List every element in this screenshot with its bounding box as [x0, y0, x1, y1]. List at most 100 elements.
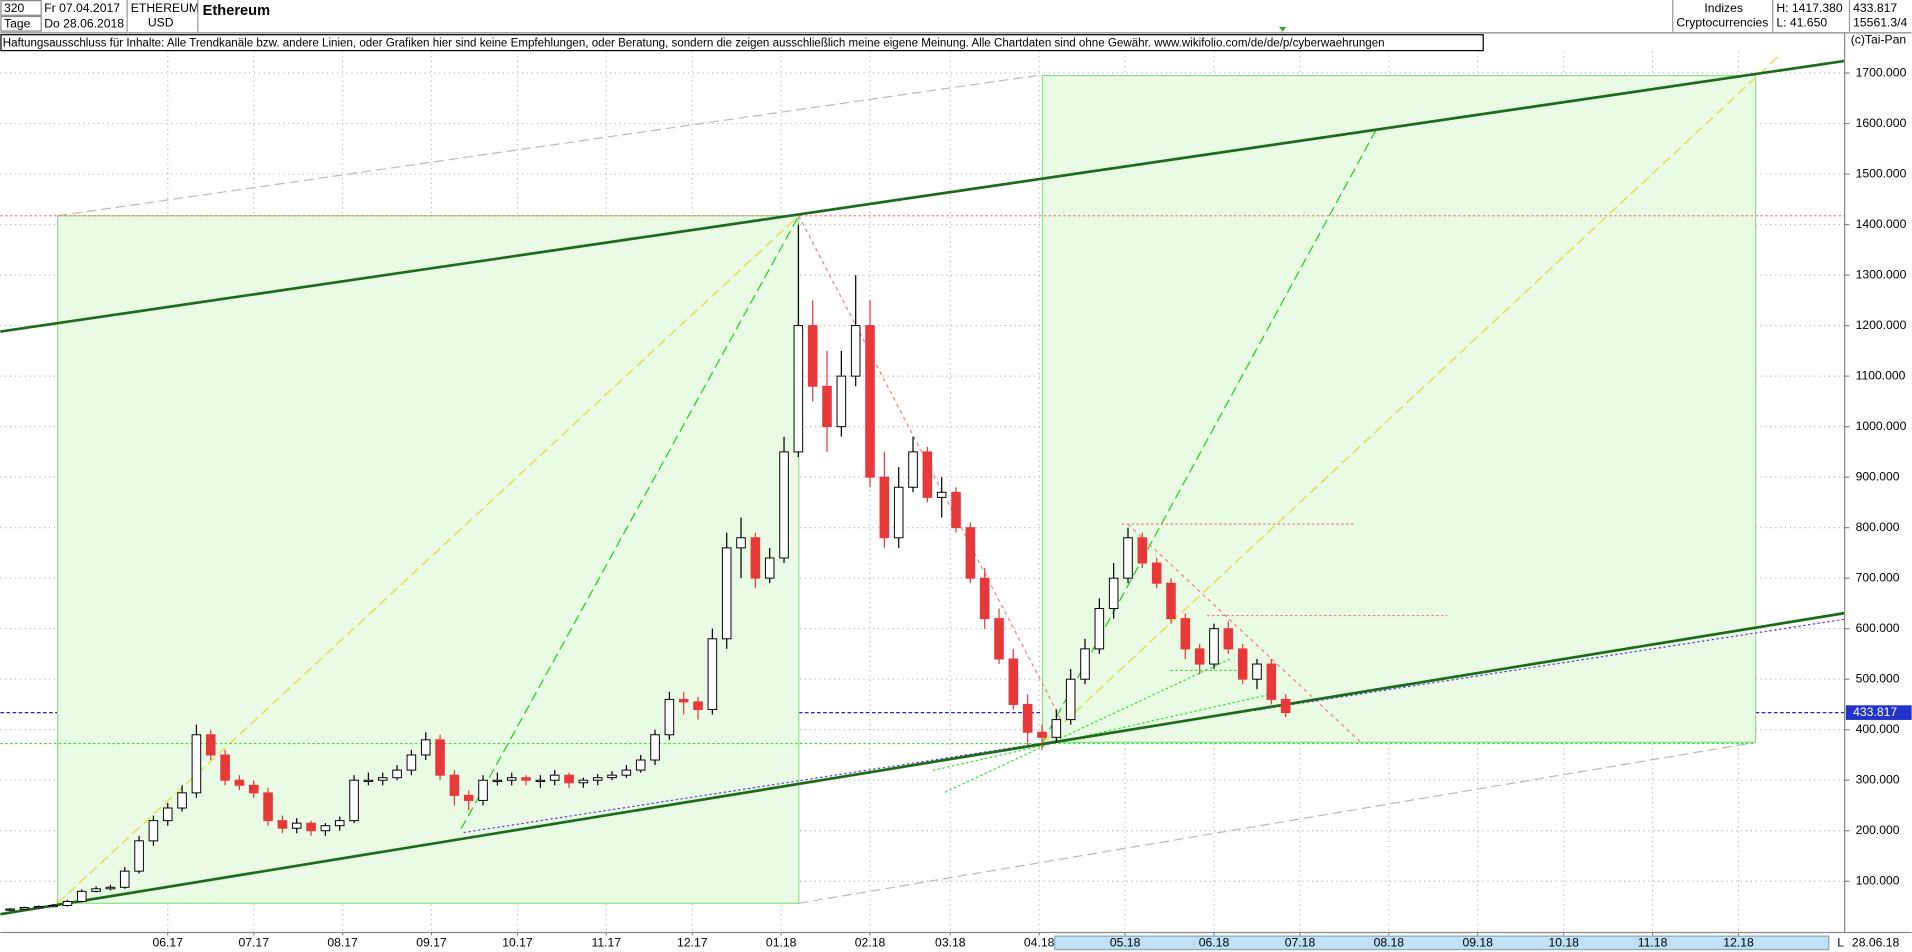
candle-body	[1123, 537, 1133, 579]
candle-body	[1237, 648, 1248, 680]
y-tick-label: 1400.000	[1856, 217, 1907, 231]
candle-body	[449, 774, 460, 796]
x-tick-label: 06.18	[1199, 936, 1230, 950]
candle-body	[793, 325, 804, 453]
candle-body	[1094, 607, 1105, 650]
candle-body	[592, 777, 603, 781]
candle-body	[435, 739, 445, 776]
candle-body	[951, 491, 961, 529]
y-tick-label: 400.000	[1856, 722, 1900, 736]
candle-body	[463, 794, 474, 801]
candle-body	[1280, 698, 1291, 714]
candle-body	[1223, 628, 1234, 650]
candle-body	[1166, 582, 1176, 620]
candle-body	[62, 900, 73, 906]
x-tick-label: 09.17	[416, 936, 447, 950]
candle-body	[1137, 537, 1148, 564]
candle-body	[33, 906, 44, 909]
group: Indizes	[1704, 1, 1743, 15]
candle-body	[693, 701, 703, 710]
candle-body	[334, 820, 345, 827]
y-tick-label: 300.000	[1856, 772, 1900, 786]
symbol: ETHEREUM	[131, 1, 199, 15]
high: H: 1417.380	[1776, 1, 1843, 15]
scrollbar[interactable]	[1054, 935, 1830, 951]
subgroup: Cryptocurrencies	[1676, 15, 1768, 29]
x-tick-label: 10.17	[502, 936, 533, 950]
y-tick-label: 200.000	[1856, 823, 1900, 837]
candle-body	[779, 451, 789, 559]
candle-body	[922, 451, 933, 498]
candle-body	[1151, 562, 1162, 584]
candle-body	[965, 527, 976, 579]
y-tick-label: 500.000	[1856, 671, 1900, 685]
candle-body	[5, 908, 15, 911]
candle-body	[822, 385, 832, 428]
candle-body	[564, 774, 574, 784]
gray-line	[798, 741, 1756, 904]
candle-body	[291, 822, 302, 829]
x-tick-label: 02.18	[855, 936, 886, 950]
x-tick-label: 10.18	[1548, 936, 1579, 950]
channel-bottom	[0, 611, 1845, 916]
header: 320 Tage Fr 07.04.2017 Do 28.06.2018 ETH…	[0, 0, 1908, 52]
marker	[1279, 26, 1287, 32]
y-tick-label: 1600.000	[1856, 116, 1907, 130]
x-tick-label: 12.18	[1723, 936, 1754, 950]
candle-body	[492, 779, 503, 782]
unit-box[interactable]	[0, 15, 42, 32]
candle-body	[277, 820, 288, 829]
last: 433.817	[1853, 1, 1897, 15]
candle-body	[306, 822, 316, 832]
candle-body	[1008, 658, 1019, 705]
x-tick-label: 12.17	[677, 936, 708, 950]
candle-body	[76, 890, 87, 902]
scale-mode[interactable]: L	[1837, 936, 1844, 950]
candle-body	[377, 777, 388, 781]
channel-top	[0, 59, 1845, 333]
candle-body	[750, 537, 761, 579]
candle-body	[1252, 663, 1262, 680]
candle-body	[1266, 663, 1277, 700]
to-date: Do 28.06.2018	[44, 17, 124, 31]
candle-body	[19, 907, 30, 910]
candle-body	[48, 905, 58, 908]
candle-body	[105, 886, 116, 890]
green-fan	[944, 657, 1232, 793]
candle-body	[1080, 648, 1090, 680]
x-tick-label: 09.18	[1462, 936, 1493, 950]
green-fan	[932, 694, 1269, 771]
x-tick-label: 01.18	[766, 936, 797, 950]
end-date: 28.06.18	[1852, 936, 1900, 950]
candle-body	[635, 759, 646, 771]
candle-body	[1194, 648, 1205, 665]
candle-body	[406, 754, 417, 771]
candle-body	[908, 451, 918, 488]
candle-body	[764, 557, 775, 579]
red-trend	[1127, 523, 1360, 742]
count-box[interactable]	[0, 0, 42, 16]
candle-body	[678, 698, 689, 703]
candle-body	[91, 888, 101, 892]
candle-body	[1108, 577, 1119, 609]
candle-body	[1022, 703, 1033, 733]
x-tick-label: 08.18	[1374, 936, 1405, 950]
x-tick-label: 07.18	[1285, 936, 1316, 950]
candle-body	[134, 840, 144, 872]
candle-body	[191, 734, 202, 794]
y-tick-label: 600.000	[1856, 621, 1900, 635]
last-value-box	[1845, 705, 1912, 720]
candle-body	[248, 784, 259, 794]
x-tick-label: 07.17	[239, 936, 270, 950]
unit: Tage	[4, 17, 31, 31]
x-tick-label: 08.17	[327, 936, 358, 950]
candle-body	[320, 825, 331, 832]
y-tick-label: 1000.000	[1856, 419, 1907, 433]
candle-body	[850, 325, 861, 377]
low: L: 41.650	[1776, 15, 1827, 29]
currency: USD	[148, 15, 174, 29]
candle-body	[1051, 719, 1062, 738]
copyright: (c)Tai-Pan	[1851, 32, 1906, 46]
disclaimer: Haftungsausschluss für Inhalte: Alle Tre…	[3, 37, 1385, 49]
